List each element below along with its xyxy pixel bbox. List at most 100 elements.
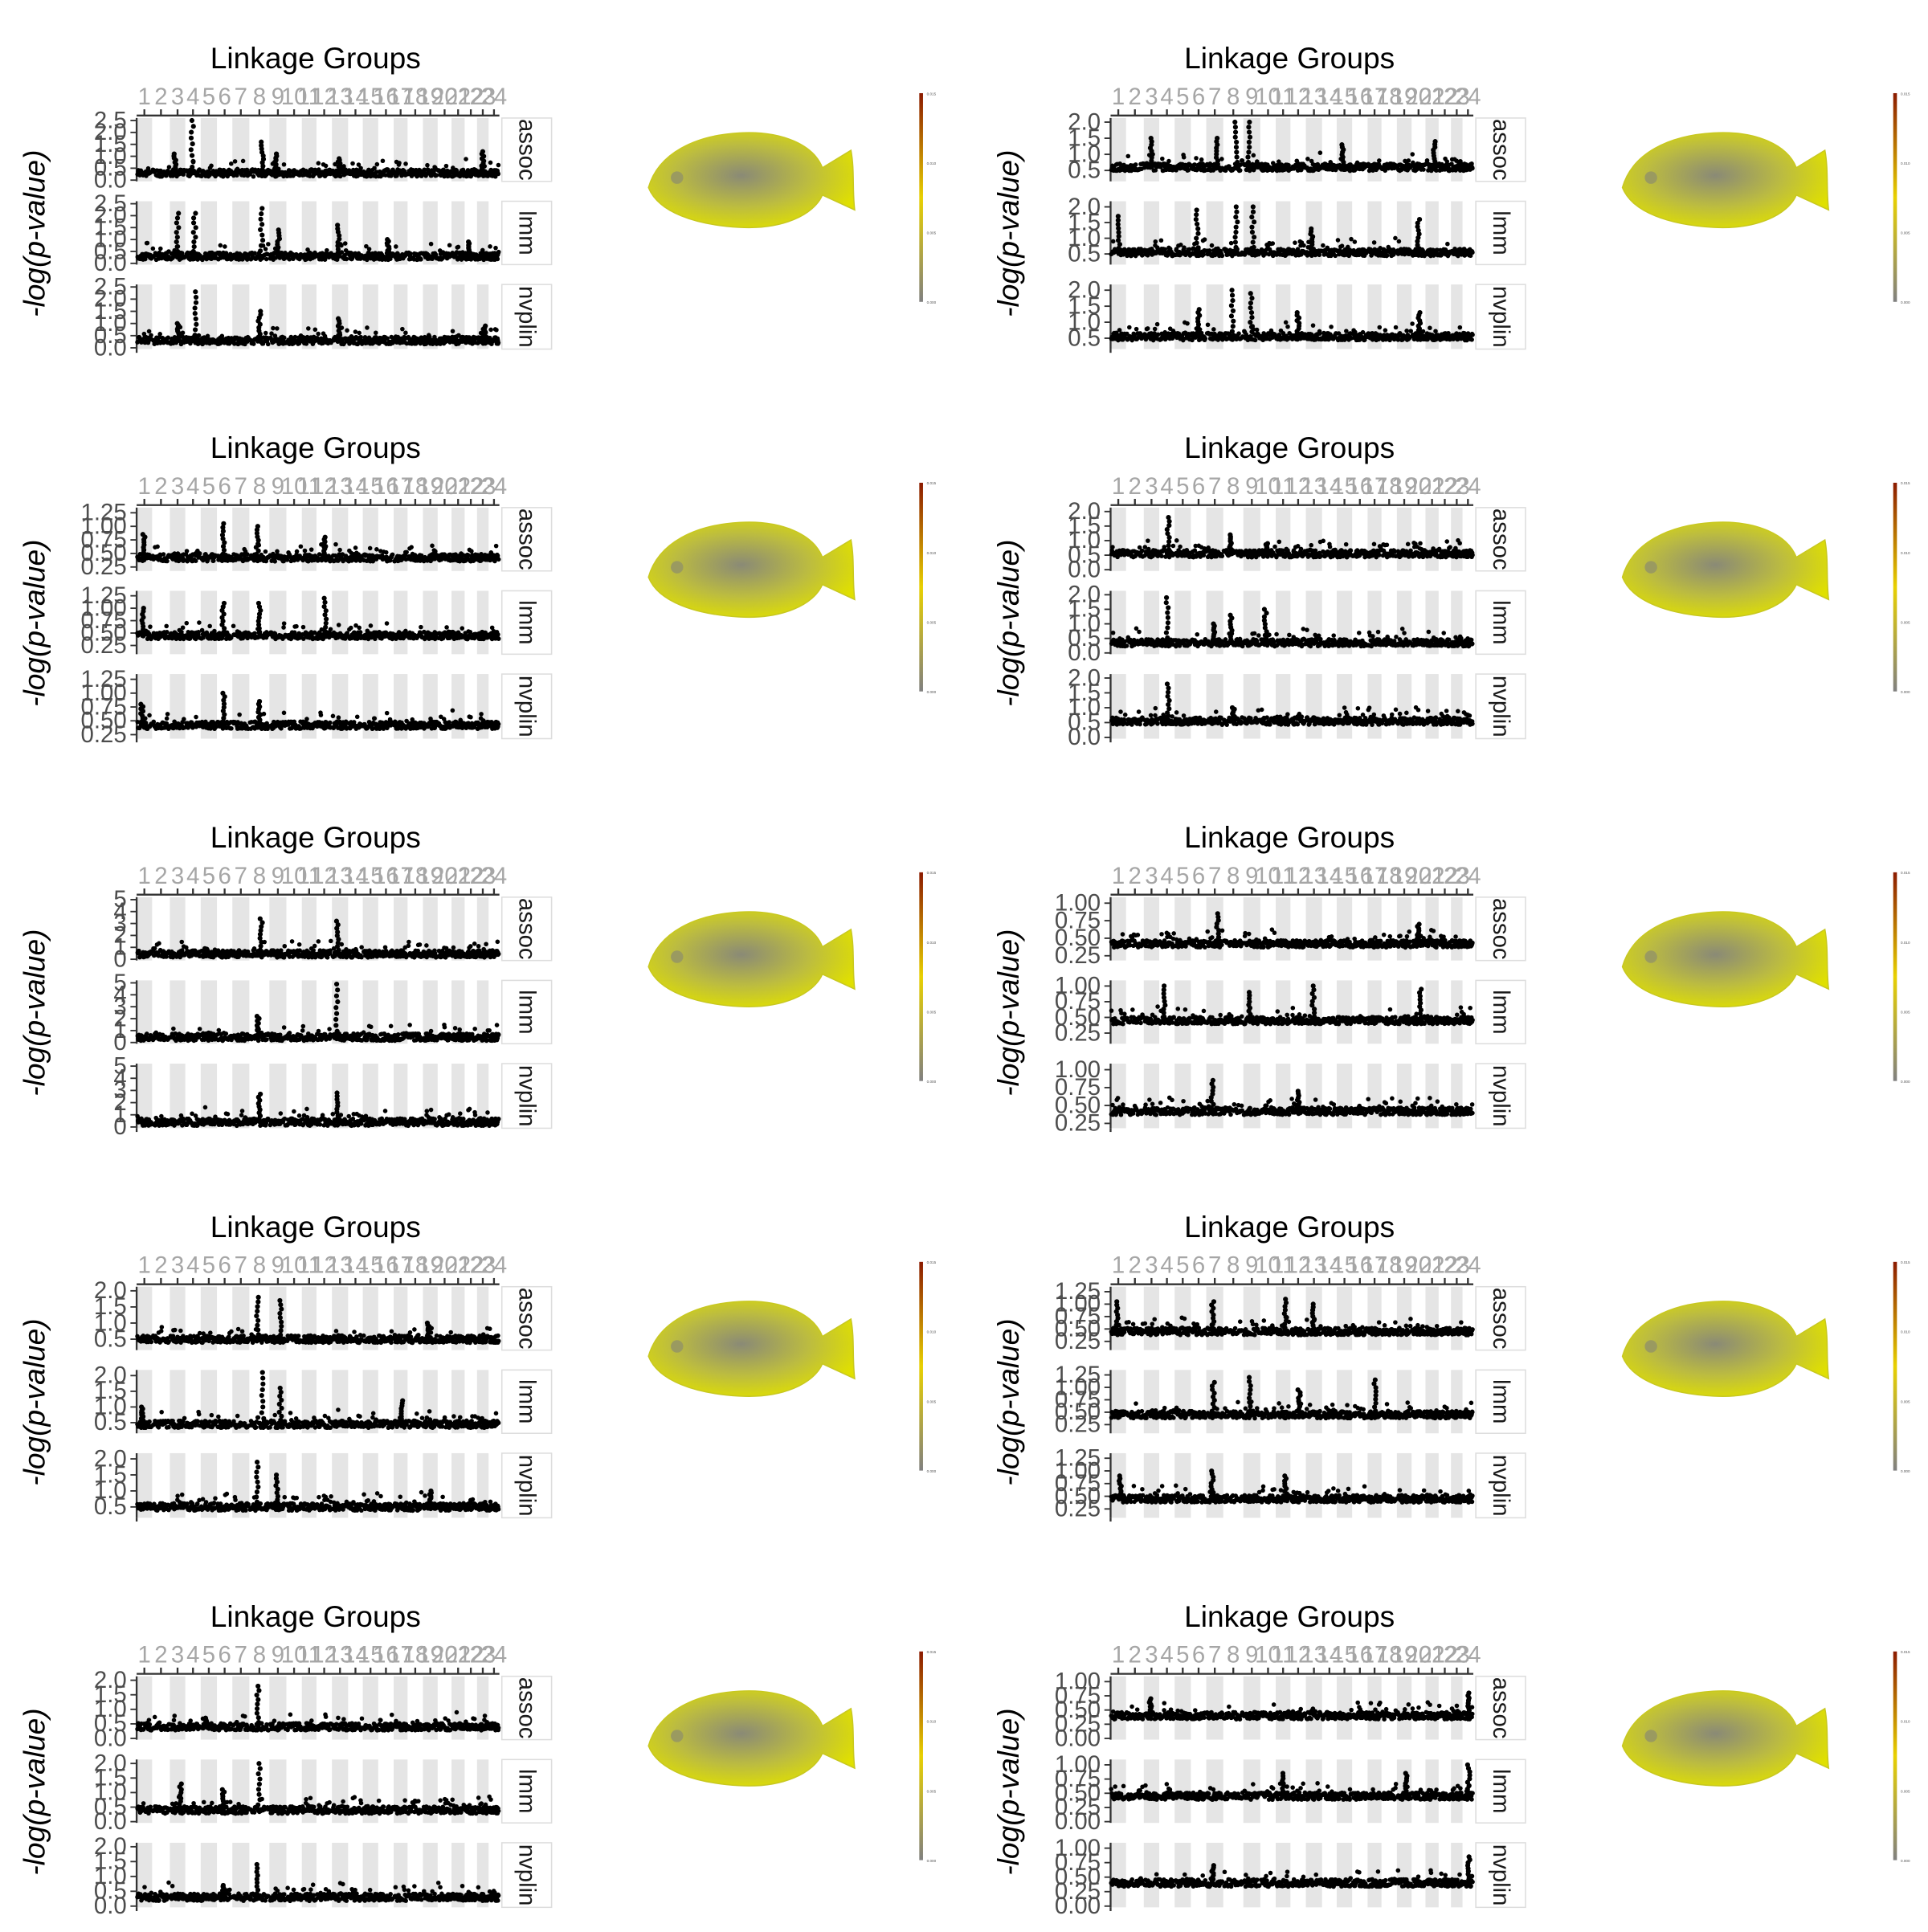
lg-tick-label: 5 [1176,84,1189,110]
y-tick-label: 2.0 [1068,108,1101,135]
peak-point [1248,320,1252,325]
lg-tick-label: 2 [154,473,167,500]
peak-point [193,210,198,215]
data-point [1199,157,1204,162]
peak-point [190,153,194,158]
data-point [496,257,500,262]
peak-point [1248,300,1253,305]
peak-point [194,317,198,321]
data-point [272,559,277,564]
data-point [1318,150,1323,155]
data-point [1203,337,1208,341]
data-point [425,163,430,168]
data-point [264,257,269,262]
data-point [1182,245,1187,250]
lg-tick-label: 1 [138,473,151,500]
peak-point [174,239,179,244]
data-point [185,549,190,553]
data-point [1236,331,1241,336]
peak-point [175,321,180,326]
data-point [488,244,492,249]
data-point [429,242,434,247]
lg-tick-label: 24 [481,84,508,110]
data-point [1111,239,1116,244]
peak-point [221,521,226,526]
data-point [1410,321,1415,326]
peak-point [1229,288,1234,292]
data-point [374,547,379,552]
data-point [1311,323,1316,328]
peak-point [1248,291,1253,296]
data-point [496,250,501,255]
peak-point [1245,155,1250,160]
data-point [1321,243,1326,248]
peak-point [174,220,179,225]
data-point [263,247,268,251]
peak-point [336,317,341,321]
lg-tick-label: 1 [138,84,151,110]
lg-tick-label: 3 [171,84,184,110]
points-assoc [135,521,500,564]
data-point [1394,325,1399,330]
data-point [1421,167,1426,172]
data-point [374,330,378,335]
fish-eye [671,171,683,183]
data-point [1206,322,1211,327]
data-point [1127,325,1132,330]
data-point [155,545,160,549]
data-point [1349,237,1354,242]
data-point [400,327,405,332]
peak-point [260,254,265,259]
data-point [1182,155,1187,160]
data-point [1146,326,1150,331]
colorbar [919,93,923,302]
peak-point [1194,212,1199,217]
data-point [1134,327,1139,332]
colorbar-tick-label: 0.005 [927,231,937,235]
data-point [394,244,398,249]
peak-point [141,532,145,537]
data-point [209,164,214,169]
points-assoc [1109,120,1475,173]
peak-point [194,254,198,259]
data-point [1353,239,1358,244]
peak-point [259,140,263,145]
data-point [228,251,233,256]
data-point [1458,325,1463,330]
data-point [384,550,389,555]
peak-point [1234,204,1239,209]
peak-point [258,248,263,253]
peak-point [1234,155,1239,160]
peak-point [193,235,198,239]
peak-point [466,239,471,244]
data-point [157,332,162,337]
peak-point [194,322,198,327]
peak-point [191,220,196,225]
data-point [1469,337,1474,342]
data-point [408,251,413,256]
lg-tick-label: 3 [171,473,184,500]
data-point [345,257,349,262]
peak-point [1234,165,1239,170]
data-point [266,242,271,247]
data-point [353,545,358,550]
points-lmm [1109,204,1474,258]
peak-point [1230,329,1235,333]
y-tick-label: 2.5 [94,190,127,217]
data-point [1155,322,1160,327]
peak-point [1250,230,1255,235]
data-point [1156,333,1161,337]
data-point [1329,325,1334,329]
lg-tick-label: 3 [1145,84,1158,110]
data-point [1470,166,1475,171]
points-lmm [136,206,501,262]
data-point [444,164,449,169]
peak-point [176,210,181,215]
data-point [1433,329,1438,333]
data-point [365,325,370,330]
data-point [282,336,287,341]
lg-tick-label: 2 [154,84,167,110]
peak-point [1247,129,1252,134]
